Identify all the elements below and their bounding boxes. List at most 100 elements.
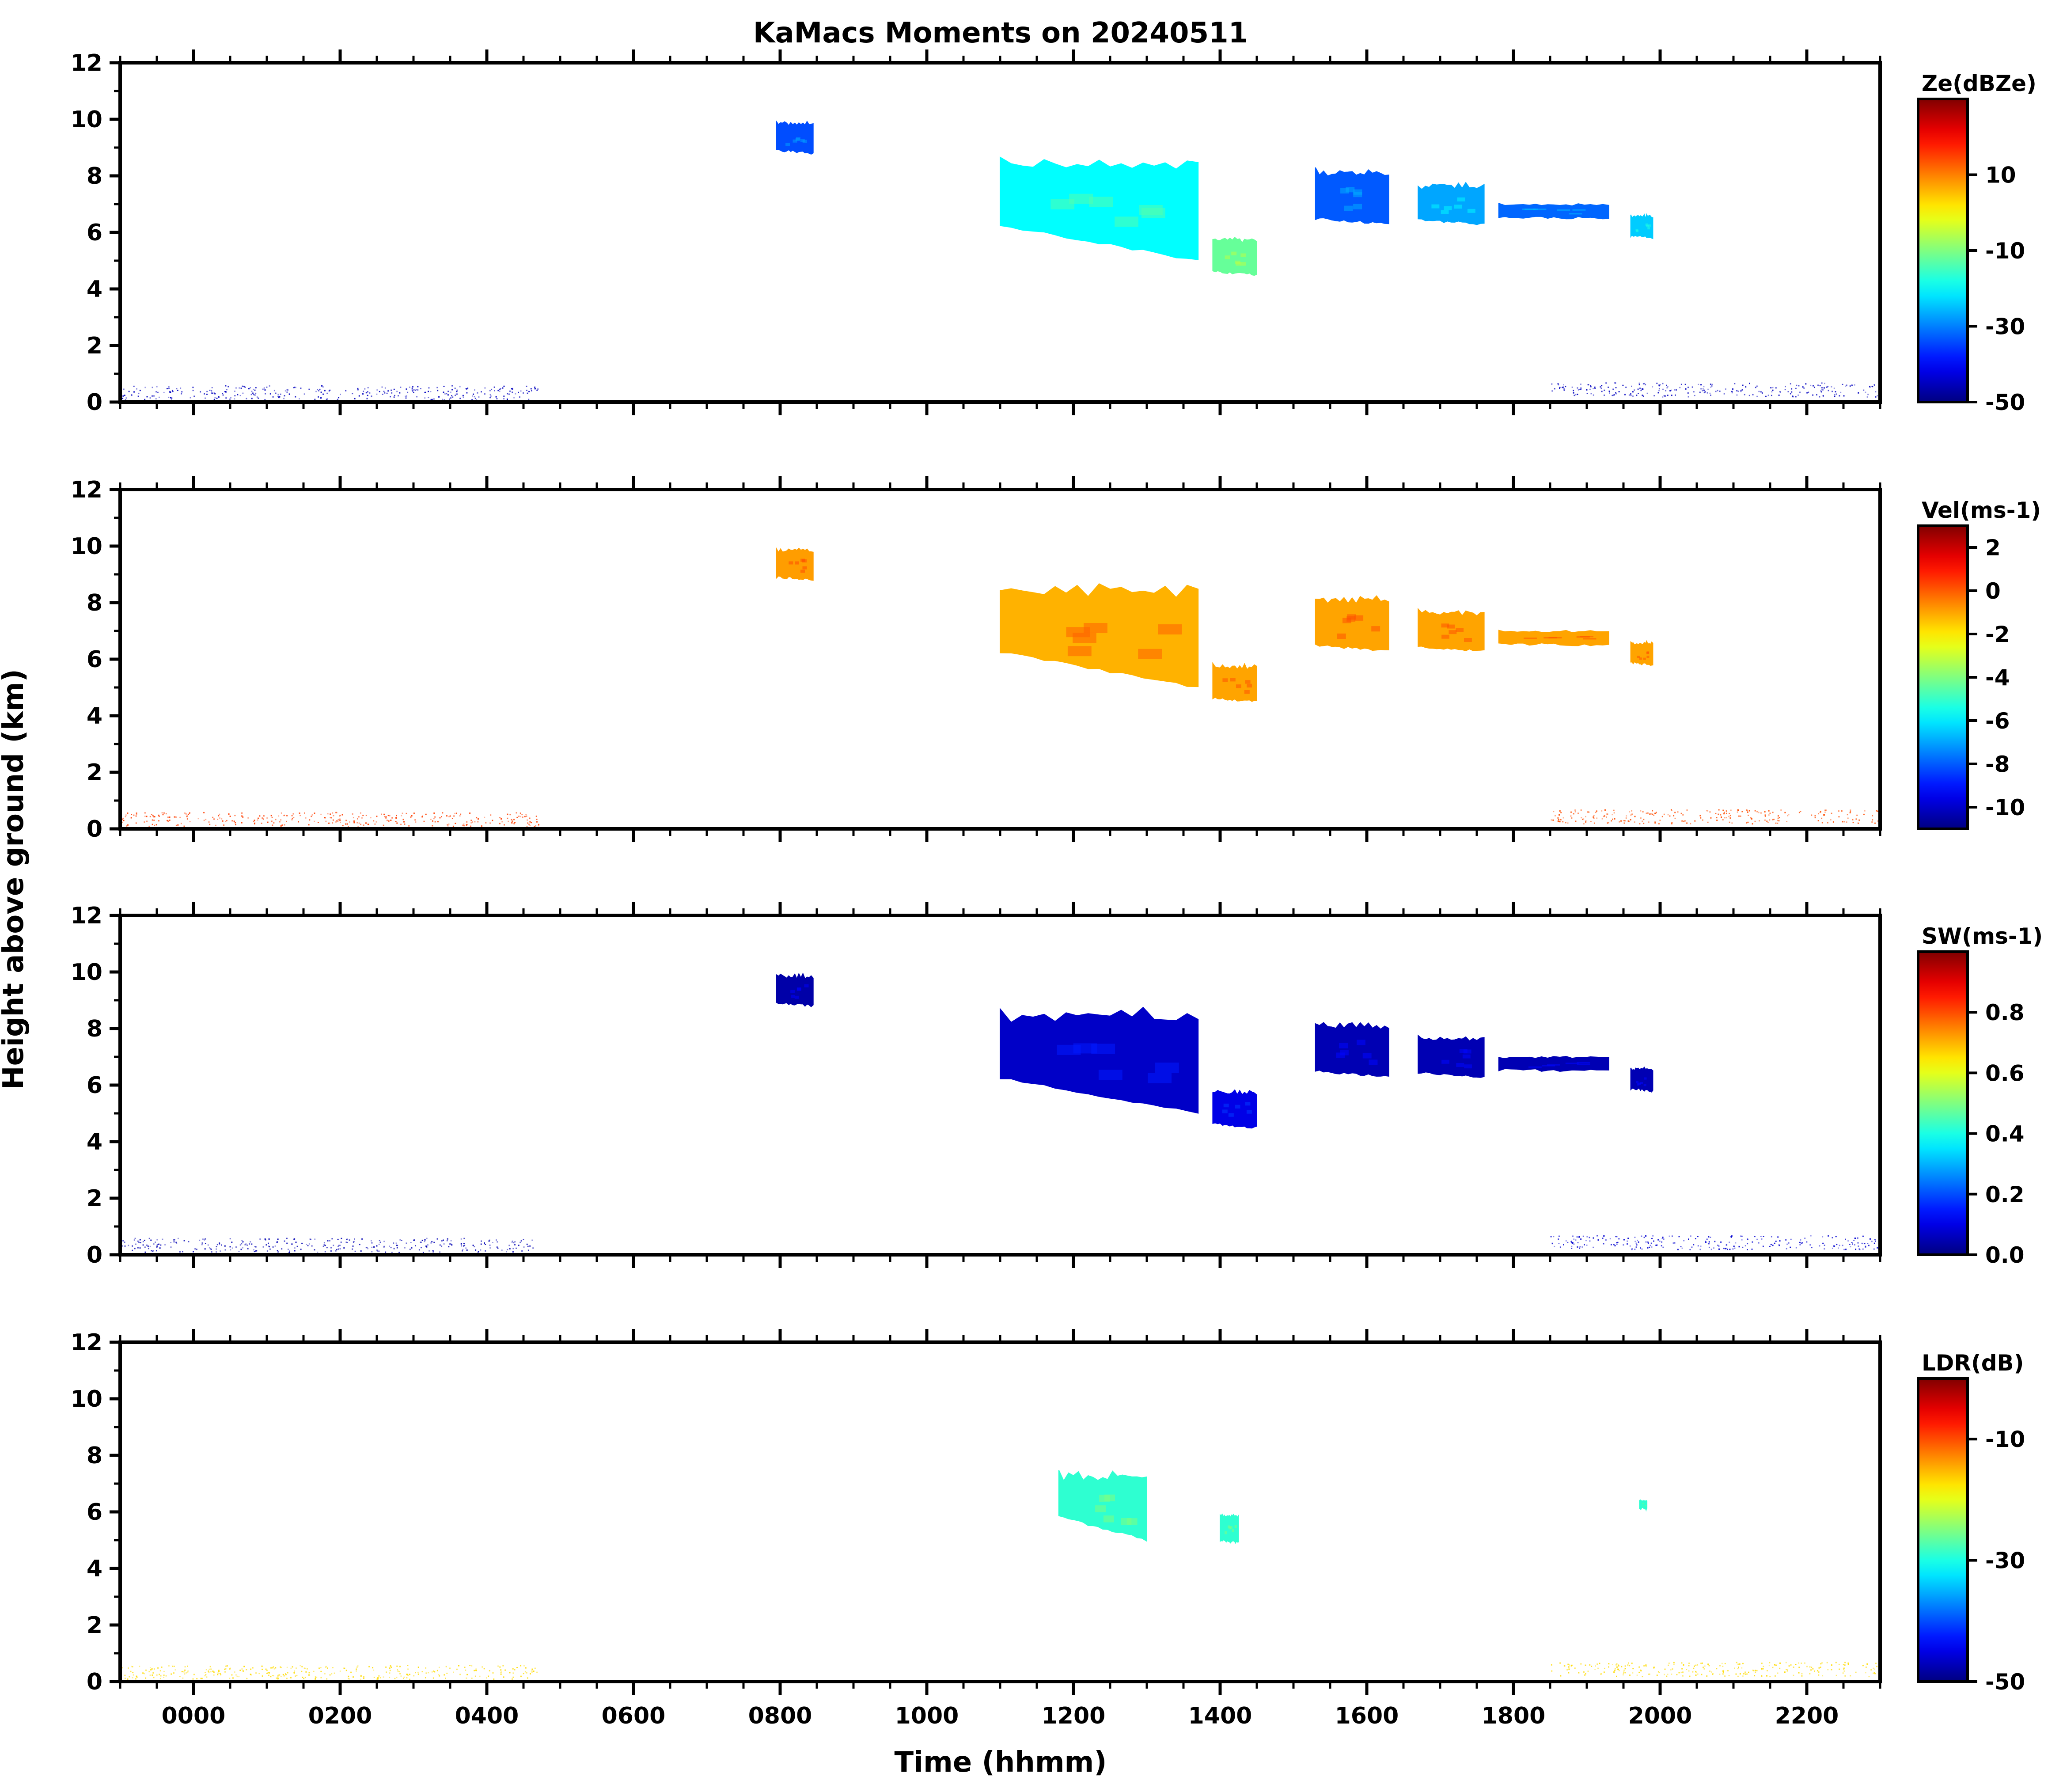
- echo-texture: [1245, 680, 1251, 684]
- y-tick-label: 2: [87, 1612, 102, 1639]
- clutter-speck: [514, 1241, 516, 1243]
- clutter-speck: [137, 1240, 139, 1242]
- echo-texture: [800, 569, 805, 573]
- clutter-speck: [264, 1238, 266, 1240]
- clutter-speck: [1642, 811, 1644, 812]
- clutter-speck: [1865, 391, 1866, 393]
- clutter-speck: [315, 1677, 316, 1679]
- clutter-speck: [508, 820, 509, 822]
- clutter-speck: [212, 816, 214, 818]
- clutter-speck: [1597, 1235, 1598, 1237]
- clutter-speck: [211, 1251, 212, 1253]
- clutter-speck: [258, 817, 259, 819]
- clutter-speck: [459, 815, 461, 817]
- clutter-speck: [376, 389, 378, 391]
- clutter-speck: [1612, 818, 1613, 820]
- clutter-speck: [132, 1666, 133, 1667]
- clutter-speck: [124, 395, 125, 396]
- clutter-speck: [246, 1678, 248, 1679]
- clutter-speck: [229, 816, 231, 817]
- clutter-speck: [534, 826, 535, 828]
- clutter-speck: [503, 395, 505, 397]
- clutter-speck: [414, 819, 416, 821]
- clutter-speck: [149, 1245, 151, 1247]
- clutter-speck: [451, 389, 453, 391]
- clutter-speck: [1559, 821, 1561, 823]
- clutter-speck: [1663, 813, 1665, 815]
- clutter-speck: [1688, 1663, 1690, 1664]
- clutter-speck: [1761, 1675, 1763, 1677]
- clutter-speck: [1867, 394, 1869, 395]
- clutter-speck: [1571, 1242, 1573, 1244]
- clutter-speck: [271, 820, 273, 822]
- clutter-speck: [1662, 388, 1664, 390]
- clutter-speck: [1638, 384, 1640, 386]
- clutter-speck: [1760, 391, 1762, 393]
- clutter-speck: [1692, 1671, 1694, 1673]
- clutter-speck: [1697, 1245, 1699, 1247]
- clutter-speck: [1614, 1245, 1616, 1247]
- echo-texture: [1223, 1103, 1229, 1108]
- clutter-speck: [1729, 817, 1731, 819]
- clutter-speck: [277, 395, 279, 397]
- clutter-speck: [1585, 1673, 1586, 1674]
- clutter-speck: [1594, 387, 1596, 389]
- clutter-speck: [449, 398, 450, 400]
- clutter-speck: [123, 388, 125, 390]
- clutter-speck: [342, 825, 344, 827]
- clutter-speck: [358, 816, 360, 818]
- clutter-speck: [421, 1239, 423, 1241]
- clutter-speck: [1747, 1249, 1748, 1250]
- clutter-speck: [314, 1238, 316, 1240]
- clutter-speck: [522, 816, 523, 818]
- clutter-speck: [400, 824, 402, 825]
- clutter-speck: [334, 1672, 335, 1674]
- clutter-speck: [1690, 823, 1691, 824]
- clutter-speck: [490, 395, 492, 397]
- clutter-speck: [1683, 1664, 1684, 1666]
- clutter-speck: [337, 1238, 339, 1240]
- echo-texture: [802, 566, 807, 569]
- clutter-speck: [205, 1672, 206, 1673]
- clutter-speck: [1595, 1665, 1596, 1667]
- clutter-speck: [183, 1240, 185, 1241]
- clutter-speck: [272, 1675, 273, 1676]
- clutter-speck: [254, 823, 255, 824]
- clutter-speck: [1873, 1672, 1874, 1674]
- clutter-speck: [159, 1670, 161, 1672]
- clutter-speck: [353, 1676, 354, 1678]
- clutter-speck: [1632, 395, 1634, 397]
- clutter-speck: [466, 388, 467, 390]
- clutter-speck: [142, 1244, 144, 1246]
- clutter-speck: [281, 812, 282, 814]
- clutter-speck: [123, 820, 124, 821]
- clutter-speck: [1876, 1666, 1878, 1667]
- clutter-speck: [1674, 389, 1676, 391]
- clutter-speck: [1644, 383, 1646, 384]
- colorbar-vel-scale: [1917, 524, 1969, 830]
- clutter-speck: [226, 1665, 228, 1667]
- clutter-speck: [1847, 1240, 1849, 1242]
- clutter-speck: [1570, 815, 1572, 817]
- clutter-speck: [1603, 1671, 1605, 1673]
- clutter-speck: [336, 1249, 338, 1250]
- clutter-speck: [1667, 386, 1669, 387]
- clutter-speck: [523, 392, 524, 394]
- clutter-speck: [1571, 386, 1573, 388]
- clutter-speck: [1737, 391, 1739, 392]
- clutter-speck: [1627, 1238, 1629, 1239]
- clutter-speck: [1716, 1668, 1718, 1670]
- clutter-speck: [1577, 1246, 1578, 1248]
- clutter-speck: [1747, 1243, 1748, 1245]
- clutter-speck: [1806, 1666, 1808, 1667]
- clutter-speck: [1802, 386, 1804, 388]
- clutter-speck: [1646, 812, 1647, 814]
- clutter-speck: [1830, 819, 1832, 820]
- clutter-speck: [466, 392, 468, 394]
- clutter-speck: [229, 399, 231, 400]
- clutter-speck: [1748, 1671, 1749, 1673]
- clutter-speck: [1657, 392, 1659, 394]
- clutter-speck: [269, 1248, 271, 1250]
- clutter-speck: [523, 1665, 525, 1667]
